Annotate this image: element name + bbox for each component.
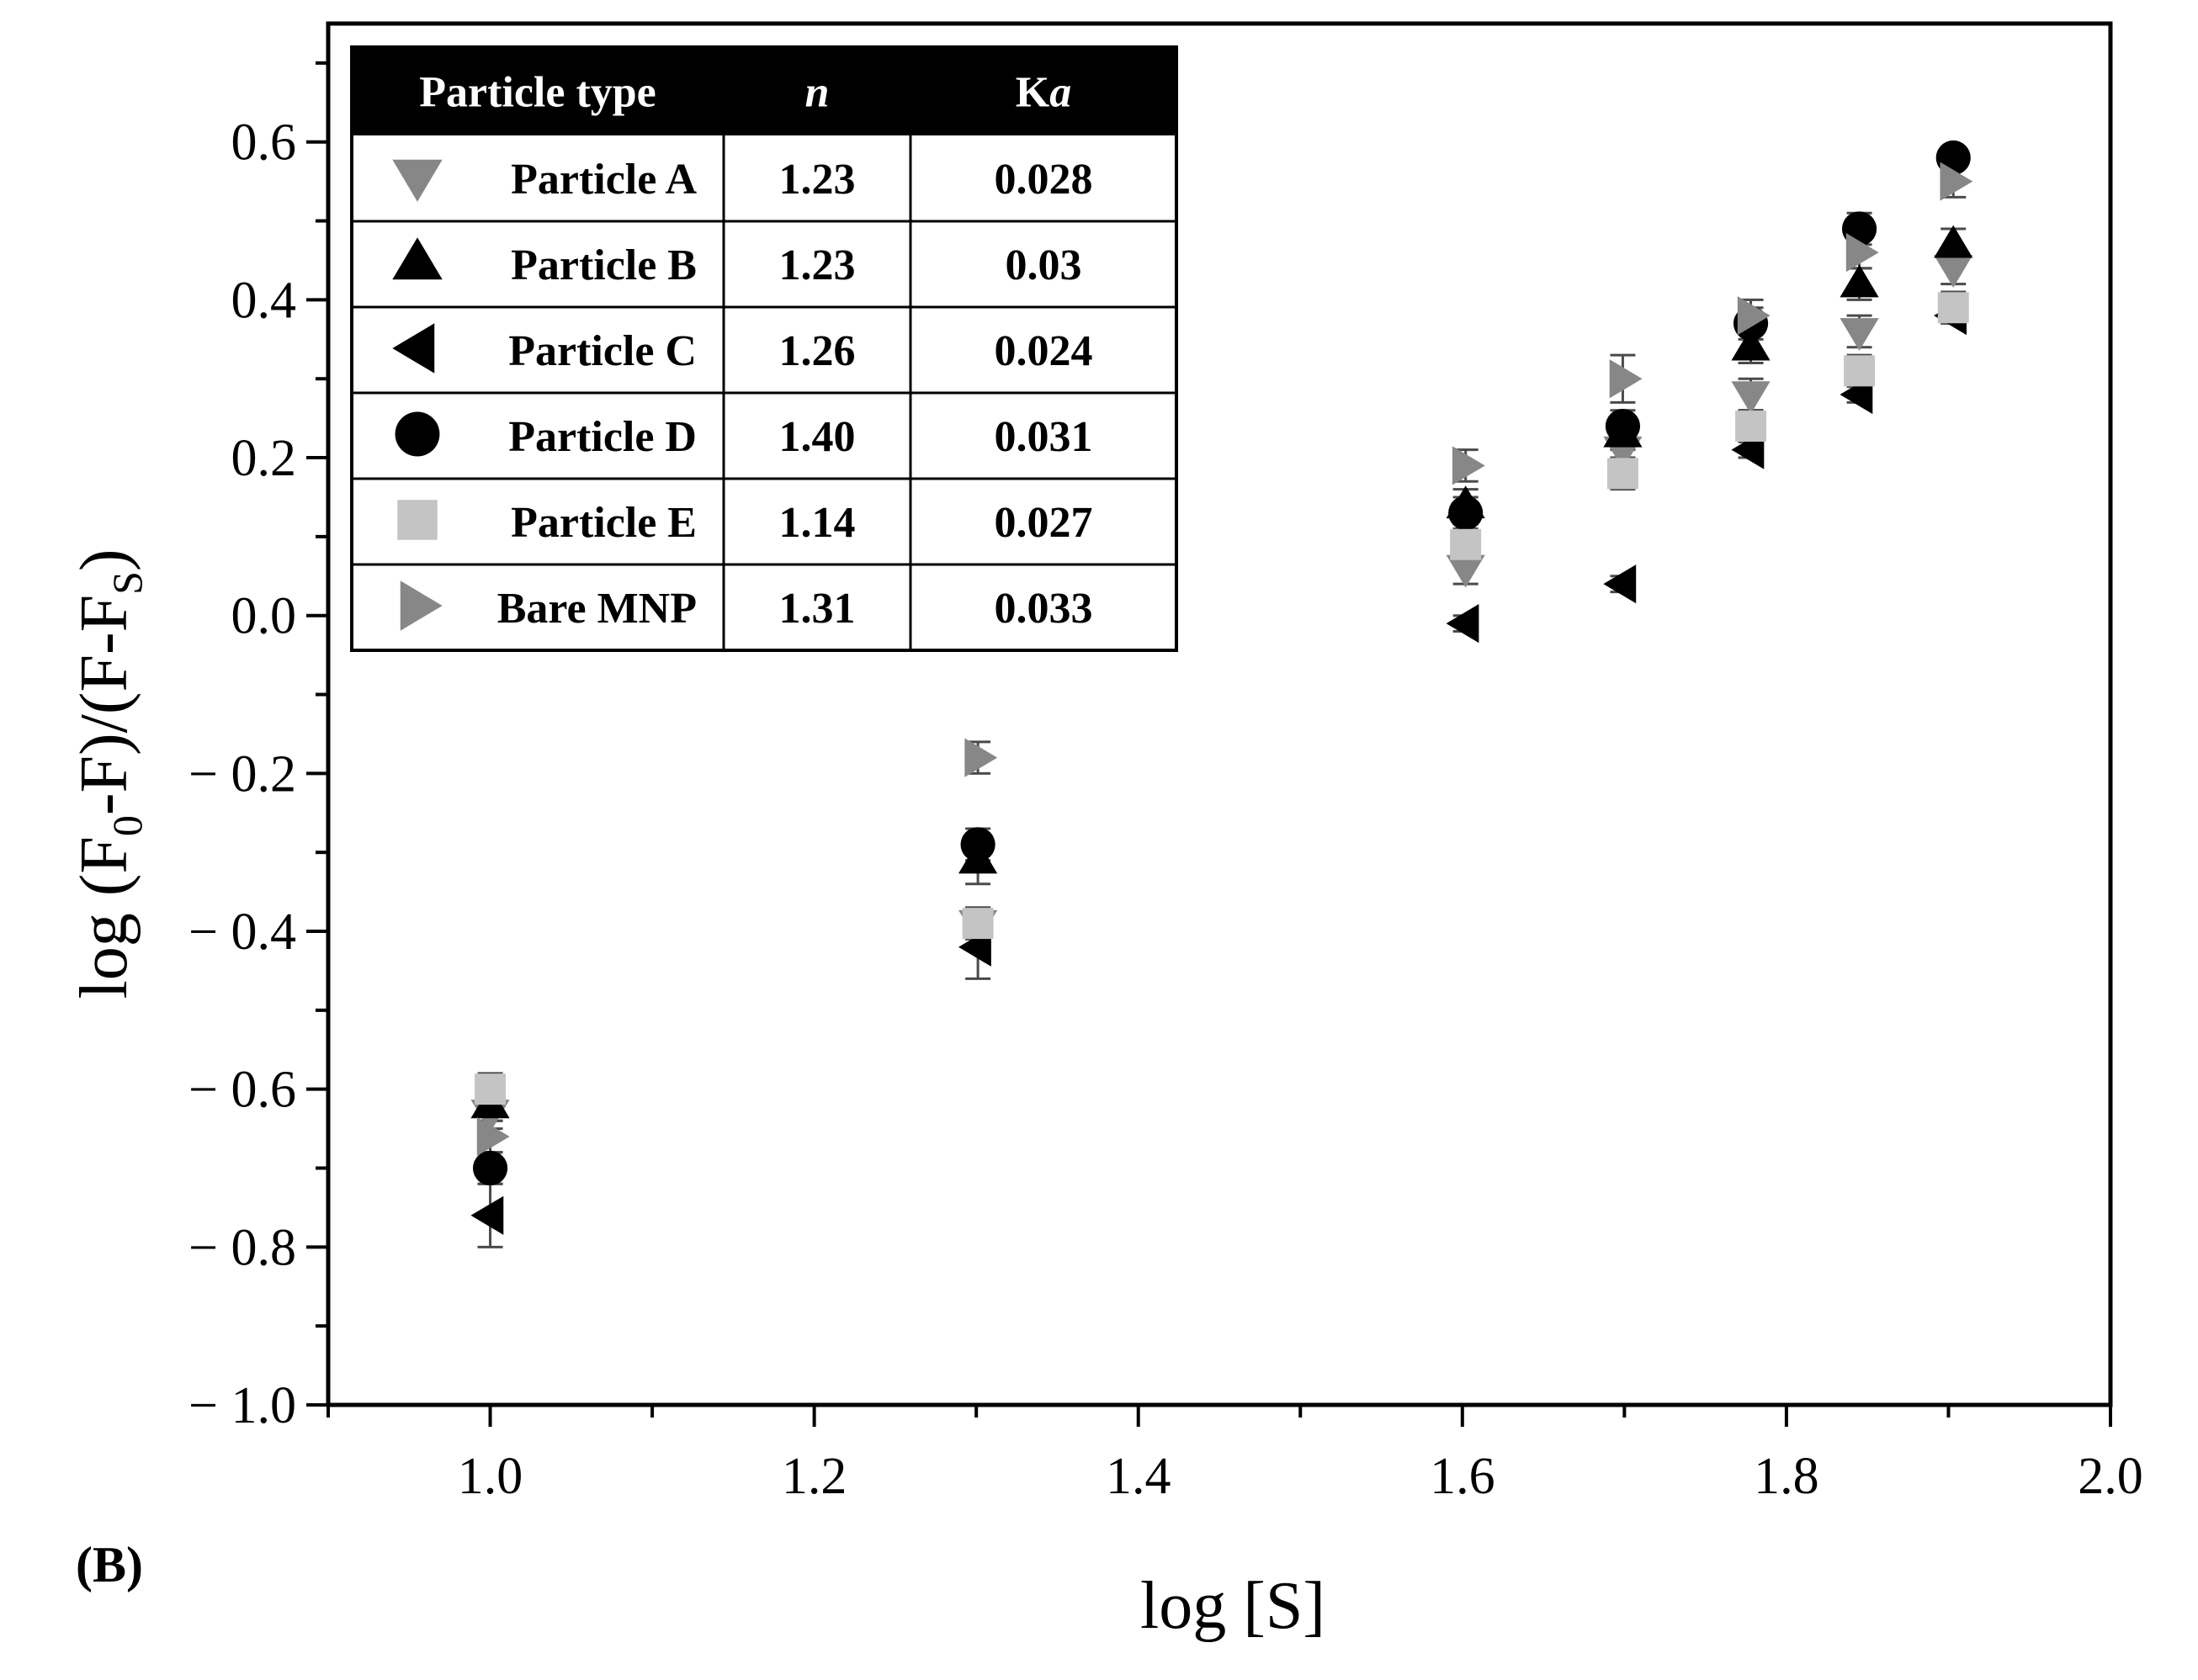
- y-title-prefix: log (F: [67, 836, 141, 999]
- data-point-particle-e: [1450, 528, 1482, 560]
- legend-ka-value: 0.033: [995, 585, 1093, 633]
- y-tick-label: − 0.6: [188, 1062, 296, 1119]
- data-point-particle-c: [1446, 603, 1479, 644]
- legend-ka-value: 0.027: [995, 499, 1093, 547]
- legend-particle-name: Particle B: [511, 241, 697, 289]
- header-ka: Ka: [1016, 69, 1071, 117]
- data-point-bare-mnp: [1940, 162, 1973, 201]
- legend-marker-particle-c: [392, 323, 435, 374]
- data-markers: [470, 140, 1973, 1235]
- y-title-sub-s: S: [104, 571, 151, 595]
- data-point-bare-mnp: [476, 1116, 510, 1157]
- y-tick-label: − 1.0: [188, 1377, 296, 1434]
- legend-header-row: [352, 47, 1176, 135]
- data-point-bare-mnp: [1845, 233, 1879, 273]
- x-tick-label: 1.8: [1754, 1448, 1819, 1505]
- legend-marker-particle-e: [397, 500, 438, 540]
- axes: 1.0 1.2 1.4 1.6 1.8 2.0 0.6 0.4 0.2 0.0 − 0.2 − 0.4…: [188, 61, 2143, 1505]
- data-point-particle-d: [1605, 408, 1641, 444]
- data-point-bare-mnp: [1737, 296, 1771, 336]
- legend-ka-value: 0.024: [995, 327, 1093, 375]
- data-point-particle-a: [1840, 318, 1879, 352]
- y-tick-label: − 0.2: [188, 745, 296, 803]
- x-tick-label: 1.0: [458, 1448, 523, 1505]
- x-tick-label: 1.6: [1430, 1448, 1495, 1505]
- y-axis-title: log (F0-F)/(F-FS): [67, 549, 151, 999]
- legend-n-value: 1.14: [779, 499, 856, 547]
- legend-n-value: 1.26: [779, 327, 856, 375]
- header-particle-type: Particle type: [419, 69, 656, 117]
- plot-frame: [326, 21, 2113, 1407]
- legend-n-value: 1.23: [779, 156, 856, 204]
- data-point-particle-b: [1731, 327, 1771, 361]
- data-point-particle-b: [1840, 264, 1879, 298]
- data-point-particle-e: [1844, 355, 1876, 387]
- legend-ka-value: 0.03: [1006, 241, 1082, 289]
- y-title-suffix: ): [67, 549, 141, 571]
- header-n: n: [805, 69, 830, 117]
- y-tick-label: 0.0: [231, 588, 297, 645]
- data-point-particle-d: [960, 827, 995, 862]
- legend-particle-name: Particle D: [508, 413, 697, 461]
- legend-n-value: 1.31: [779, 585, 856, 633]
- x-tick-label: 2.0: [2078, 1448, 2143, 1505]
- panel-label: (B): [76, 1537, 143, 1593]
- series-particle-d: [472, 140, 1971, 1186]
- data-point-particle-b: [1934, 225, 1973, 258]
- x-tick-label: 1.4: [1106, 1448, 1171, 1505]
- data-point-bare-mnp: [964, 738, 998, 777]
- y-title-mid: -F)/(F-F: [67, 595, 141, 815]
- data-point-particle-e: [1735, 411, 1767, 443]
- data-point-particle-a: [1934, 255, 1973, 288]
- legend-table: Particle type n Ka Particle A 1.23 0.028 Parti…: [350, 45, 1178, 652]
- data-point-particle-e: [1937, 292, 1969, 324]
- legend-marker-bare-mnp: [400, 580, 443, 631]
- data-point-particle-e: [962, 908, 994, 940]
- legend-particle-name: Particle A: [511, 156, 697, 204]
- legend-particle-name: Particle E: [511, 499, 697, 547]
- y-tick-label: − 0.8: [188, 1219, 296, 1276]
- legend-marker-particle-a: [392, 159, 443, 202]
- data-point-bare-mnp: [1452, 446, 1485, 485]
- data-point-particle-a: [1731, 381, 1771, 415]
- data-point-particle-a: [1446, 554, 1485, 588]
- legend-particle-name: Particle C: [508, 327, 697, 375]
- legend-particle-name: Bare MNP: [497, 585, 697, 633]
- legend-marker-particle-b: [392, 237, 443, 280]
- y-tick-label: − 0.4: [188, 904, 296, 961]
- legend-n-value: 1.23: [779, 241, 856, 289]
- data-point-bare-mnp: [1609, 359, 1643, 399]
- y-tick-label: 0.2: [231, 430, 297, 487]
- legend-n-value: 1.40: [779, 413, 856, 461]
- data-point-particle-d: [472, 1150, 508, 1186]
- data-point-particle-c: [1603, 564, 1637, 604]
- legend-ka-value: 0.031: [995, 413, 1093, 461]
- legend-ka-value: 0.028: [995, 156, 1093, 204]
- x-tick-label: 1.2: [782, 1448, 847, 1505]
- y-title-sub-0: 0: [104, 815, 151, 836]
- legend-marker-particle-d: [395, 411, 440, 457]
- x-axis-title: log [S]: [1140, 1569, 1325, 1643]
- y-tick-label: 0.6: [231, 114, 297, 172]
- data-point-particle-e: [1606, 458, 1638, 490]
- y-tick-label: 0.4: [231, 272, 297, 329]
- series-particle-e: [475, 292, 1969, 1105]
- data-point-particle-e: [475, 1073, 507, 1105]
- series-bare-mnp: [476, 162, 1973, 1157]
- data-point-particle-d: [1448, 496, 1484, 531]
- data-point-particle-c: [470, 1195, 504, 1235]
